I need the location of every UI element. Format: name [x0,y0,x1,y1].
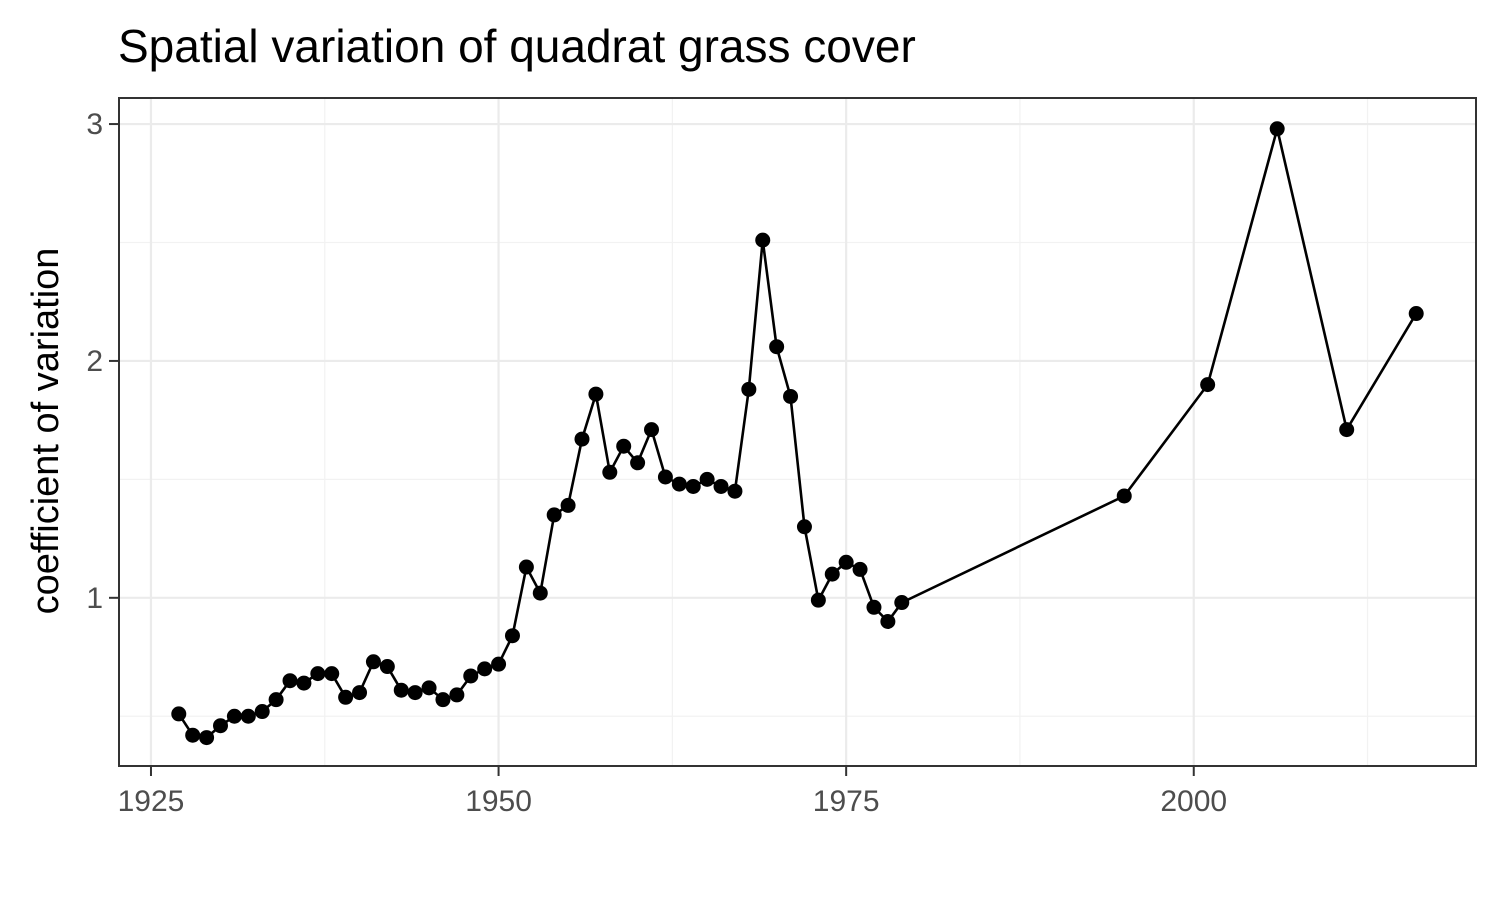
data-point [226,708,242,724]
data-point [546,507,562,523]
data-point [310,666,326,682]
series-line [177,128,1418,739]
data-point [532,585,548,601]
data-point [477,661,493,677]
x-tick-label: 2000 [1160,785,1227,818]
data-point [894,595,910,611]
data-point [282,673,298,689]
data-point [741,381,757,397]
x-tick-label: 1975 [813,785,880,818]
x-tick-label: 1950 [465,785,532,818]
data-point [171,706,187,722]
data-point [352,685,368,701]
data-point [268,692,284,708]
data-point [616,438,632,454]
series [171,121,1424,746]
data-point [212,718,228,734]
data-point [560,497,576,513]
data-point [1408,306,1424,322]
y-tick-label: 1 [86,582,103,615]
data-point [324,666,340,682]
data-point [880,614,896,630]
chart-title: Spatial variation of quadrat grass cover [118,20,916,72]
data-point [574,431,590,447]
data-point [699,471,715,487]
data-point [185,727,201,743]
data-point [338,689,354,705]
data-point [1339,422,1355,438]
data-point [644,422,660,438]
data-point [518,559,534,575]
data-point [254,704,270,720]
data-point [810,592,826,608]
data-point [769,339,785,355]
data-point [713,478,729,494]
data-point [449,687,465,703]
data-point [1116,488,1132,504]
data-point [866,599,882,615]
data-point [838,554,854,570]
data-point [199,730,215,746]
data-point [296,675,312,691]
data-point [407,685,423,701]
data-point [421,680,437,696]
data-point [783,388,799,404]
data-point [755,232,771,248]
x-tick-label: 1925 [118,785,185,818]
grid [119,98,1476,766]
data-point [504,628,520,644]
data-point [1200,377,1216,393]
data-point [852,561,868,577]
axes: 1925 1950 1975 2000 1 2 3 [86,108,1227,818]
data-point [365,654,381,670]
data-point [435,692,451,708]
data-point [630,455,646,471]
data-point [824,566,840,582]
data-point [657,469,673,485]
data-point [671,476,687,492]
plot-panel-border [118,97,1477,767]
data-point [796,519,812,535]
data-point [463,668,479,684]
data-point [588,386,604,402]
data-point [379,659,395,675]
data-point [240,708,256,724]
data-point [685,478,701,494]
y-axis-label: coefficient of variation [25,248,67,615]
data-point [491,656,507,672]
data-point [393,682,409,698]
data-point [602,464,618,480]
data-point [727,483,743,499]
data-point [1269,121,1285,137]
y-tick-label: 2 [86,345,103,378]
y-tick-label: 3 [86,108,103,141]
